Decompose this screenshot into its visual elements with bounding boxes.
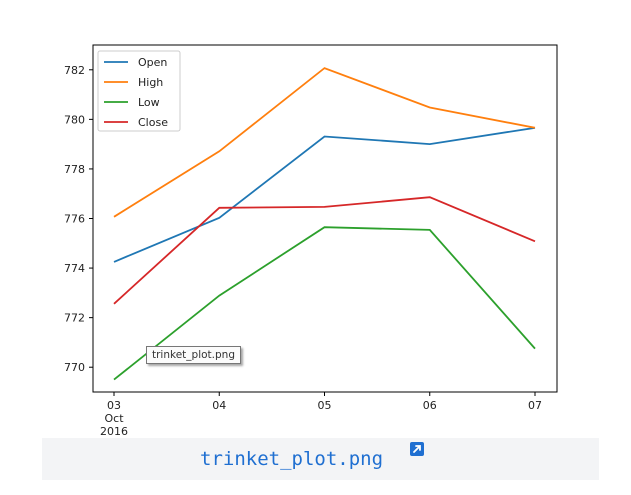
series-line-low (113, 226, 536, 381)
image-link[interactable]: trinket_plot.png (200, 448, 384, 470)
legend-box (97, 50, 181, 132)
y-tick-label: 782 (64, 64, 85, 77)
external-link-icon[interactable] (410, 442, 424, 456)
tooltip: trinket_plot.png (146, 346, 241, 364)
x-tick-label: 04 (212, 399, 226, 412)
legend-label: High (138, 76, 163, 89)
x-tick-label: 07 (528, 399, 542, 412)
legend-label: Close (138, 116, 168, 129)
x-date-sublabel: Oct (104, 412, 124, 425)
y-tick-label: 772 (64, 312, 85, 325)
y-tick-label: 778 (64, 163, 85, 176)
y-tick-label: 770 (64, 361, 85, 374)
series-line-open (113, 126, 536, 263)
y-tick-label: 780 (64, 113, 85, 126)
x-tick-label: 03 (107, 399, 121, 412)
y-tick-label: 776 (64, 213, 85, 226)
x-tick-label: 05 (318, 399, 332, 412)
x-date-sublabel: 2016 (100, 425, 128, 438)
series-line-close (113, 196, 536, 305)
series-line-high (113, 67, 536, 218)
caption-bar (42, 438, 599, 480)
legend-label: Open (138, 56, 167, 69)
y-tick-label: 774 (64, 262, 85, 275)
x-tick-label: 06 (423, 399, 437, 412)
legend-label: Low (138, 96, 160, 109)
legend: Open High Low Close (97, 50, 181, 132)
